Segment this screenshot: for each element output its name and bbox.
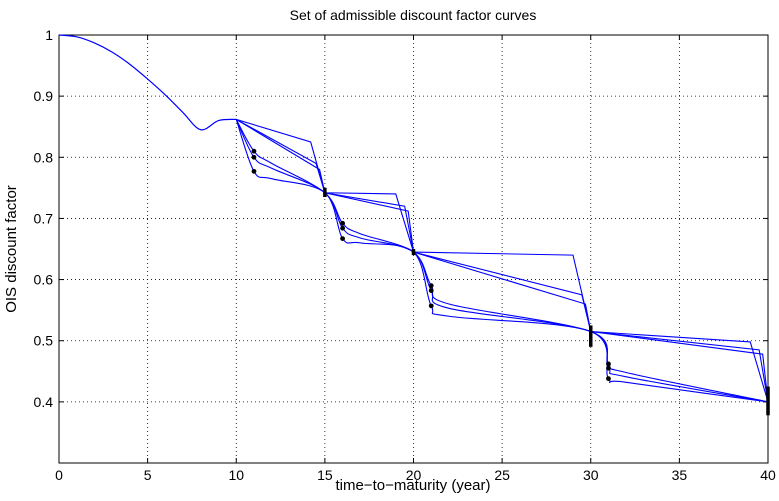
y-tick-label: 0.6	[34, 272, 54, 288]
y-tick-label: 0.9	[34, 88, 54, 104]
x-tick-label: 0	[55, 467, 63, 483]
data-dot	[606, 365, 611, 371]
data-dot	[251, 148, 257, 154]
x-tick-label: 10	[228, 467, 244, 483]
x-tick-label: 5	[144, 467, 152, 483]
y-tick-label: 0.8	[34, 149, 54, 165]
series-line-6	[235, 119, 769, 403]
data-dot	[340, 225, 345, 231]
y-axis-label: OIS discount factor	[3, 185, 20, 313]
data-dot	[340, 236, 345, 242]
chart-title: Set of admissible discount factor curves	[290, 7, 537, 23]
series-line-5	[235, 119, 769, 403]
data-dot	[340, 220, 345, 226]
data-dots	[251, 148, 611, 382]
data-dot	[606, 361, 611, 367]
x-tick-label: 40	[760, 467, 776, 483]
y-tick-label: 0.5	[34, 333, 54, 349]
data-dot	[606, 376, 611, 382]
data-dot	[251, 168, 257, 174]
data-dot	[428, 283, 434, 289]
y-tick-label: 1	[45, 27, 53, 43]
x-tick-label: 15	[317, 467, 333, 483]
x-axis-label: time−to−maturity (year)	[335, 477, 490, 494]
x-tick-label: 25	[494, 467, 510, 483]
y-tick-label: 0.7	[34, 210, 54, 226]
data-dot	[251, 154, 257, 160]
grid-lines	[59, 35, 768, 463]
x-tick-label: 30	[583, 467, 599, 483]
error-bars	[323, 187, 770, 416]
data-dot	[428, 288, 434, 293]
data-dot	[428, 303, 434, 309]
x-tick-label: 35	[672, 467, 688, 483]
axis-ticks: 0 5 10 15 20 25 30 35 40 0.4 0.5 0.6 0.7 0.8 0.9 1	[34, 27, 776, 483]
x-tick-label: 20	[406, 467, 422, 483]
y-tick-label: 0.4	[34, 394, 54, 410]
series-line-common	[58, 34, 237, 131]
